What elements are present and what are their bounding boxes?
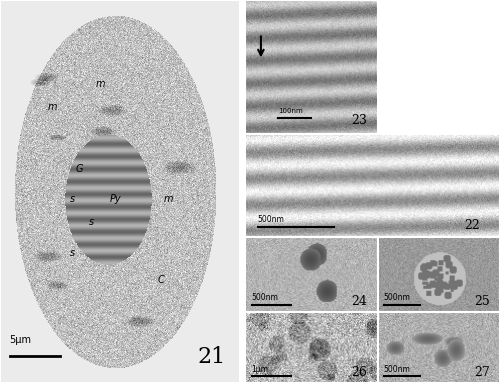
Text: 23: 23 <box>351 115 367 127</box>
Text: 21: 21 <box>197 346 226 368</box>
Text: 27: 27 <box>474 367 490 380</box>
Text: 5μm: 5μm <box>10 335 32 345</box>
Text: 500nm: 500nm <box>384 365 410 374</box>
Text: G: G <box>76 164 83 173</box>
Text: 25: 25 <box>474 295 490 308</box>
Text: s: s <box>70 248 74 258</box>
Text: 24: 24 <box>351 295 367 308</box>
Text: s: s <box>70 194 74 204</box>
Text: m: m <box>163 194 173 204</box>
Text: 1μm: 1μm <box>252 365 268 374</box>
Text: 500nm: 500nm <box>258 215 284 224</box>
Text: C: C <box>158 275 164 285</box>
Text: 100nm: 100nm <box>278 108 303 114</box>
Text: 500nm: 500nm <box>252 293 278 303</box>
Text: 26: 26 <box>351 367 367 380</box>
Text: Py: Py <box>110 194 121 204</box>
Text: m: m <box>96 79 106 89</box>
Text: s: s <box>88 217 94 227</box>
Text: m: m <box>48 102 58 112</box>
Text: 500nm: 500nm <box>384 293 410 303</box>
Text: 22: 22 <box>464 219 479 232</box>
